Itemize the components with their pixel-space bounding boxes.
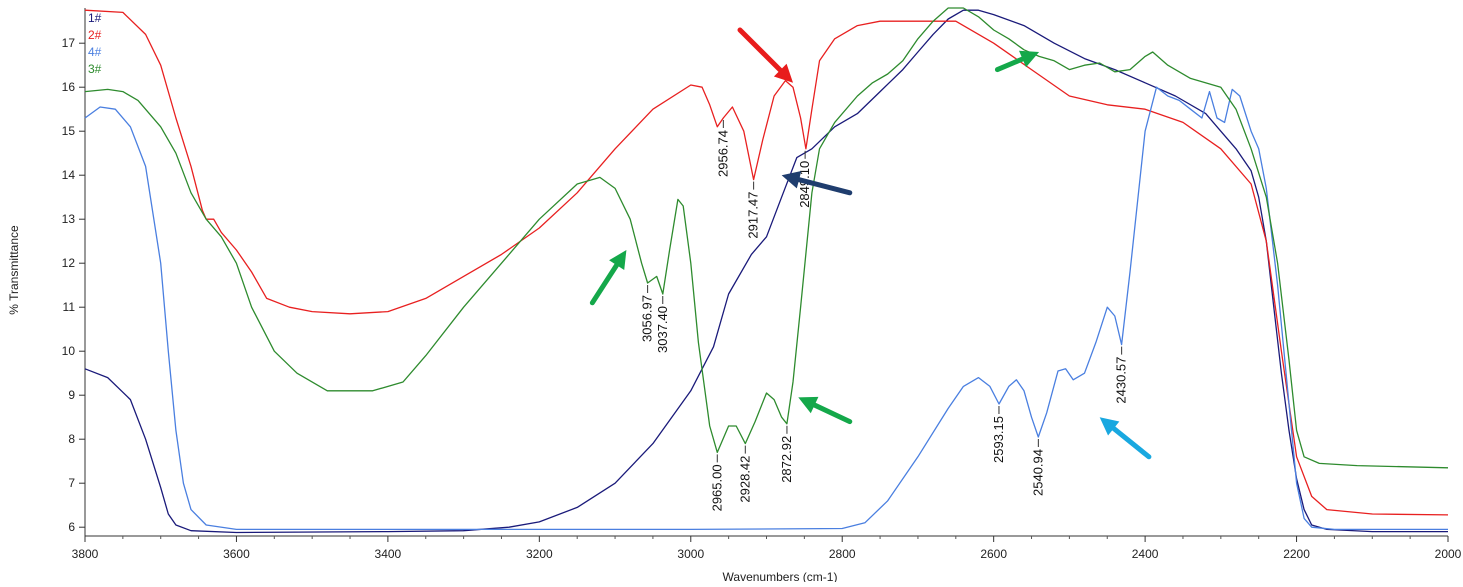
annotation-arrow xyxy=(798,396,853,425)
series-line-2 xyxy=(84,9,1449,516)
x-tick-label: 3200 xyxy=(526,547,553,561)
annotation-arrow xyxy=(1099,417,1152,460)
y-tick-label: 7 xyxy=(68,476,75,490)
x-tick-label: 2000 xyxy=(1435,547,1462,561)
peak-label: 2917.47 xyxy=(746,192,761,239)
y-tick-label: 6 xyxy=(68,520,75,534)
series-layer xyxy=(84,7,1449,534)
peak-label: 3037.40 xyxy=(655,306,670,353)
y-tick-label: 15 xyxy=(62,124,76,138)
peak-label: 2872.92 xyxy=(779,436,794,483)
peak-label: 2965.00 xyxy=(709,464,724,511)
peak-label: 3056.97 xyxy=(640,295,655,342)
annotation-arrow xyxy=(781,170,853,196)
peak-label: 2956.74 xyxy=(715,130,730,177)
x-tick-label: 3800 xyxy=(72,547,99,561)
peak-label: 2540.94 xyxy=(1030,449,1045,496)
annotation-arrow xyxy=(737,27,794,83)
arrows-layer xyxy=(589,27,1152,460)
y-tick-label: 8 xyxy=(68,432,75,446)
y-tick-label: 10 xyxy=(62,344,76,358)
y-tick-label: 17 xyxy=(62,36,76,50)
x-tick-label: 2200 xyxy=(1283,547,1310,561)
annotation-arrow xyxy=(589,250,627,306)
series-line-3 xyxy=(84,7,1449,469)
x-axis-title: Wavenumbers (cm-1) xyxy=(723,570,838,582)
peak-label: 2928.42 xyxy=(737,456,752,503)
x-tick-label: 3400 xyxy=(375,547,402,561)
y-axis-title: % Transmittance xyxy=(7,225,21,315)
peak-label: 2593.15 xyxy=(991,416,1006,463)
x-tick-label: 2600 xyxy=(980,547,1007,561)
legend-label-4: 4# xyxy=(88,45,102,59)
y-tick-label: 12 xyxy=(62,256,76,270)
y-tick-label: 13 xyxy=(62,212,76,226)
annotation-arrow xyxy=(994,50,1040,73)
y-tick-label: 16 xyxy=(62,80,76,94)
y-tick-label: 9 xyxy=(68,388,75,402)
y-tick-label: 11 xyxy=(63,300,76,314)
legend-label-1: 1# xyxy=(88,11,102,25)
axes-layer: 6 7 8 9 10 11 12 13 14 15 16 17 3800 3600 3400 3200 3000… xyxy=(62,8,1462,561)
peak-label: 2430.57 xyxy=(1114,357,1129,404)
x-tick-label: 2400 xyxy=(1132,547,1159,561)
x-tick-label: 3600 xyxy=(223,547,250,561)
series-line-1 xyxy=(84,9,1448,534)
series-line-4 xyxy=(84,86,1448,531)
legend-layer: 1# 2# 4# 3# xyxy=(88,11,102,76)
x-tick-label: 3000 xyxy=(677,547,704,561)
legend-label-3: 3# xyxy=(88,62,102,76)
y-tick-label: 14 xyxy=(62,168,76,182)
x-tick-label: 2800 xyxy=(829,547,856,561)
legend-label-2: 2# xyxy=(88,28,102,42)
